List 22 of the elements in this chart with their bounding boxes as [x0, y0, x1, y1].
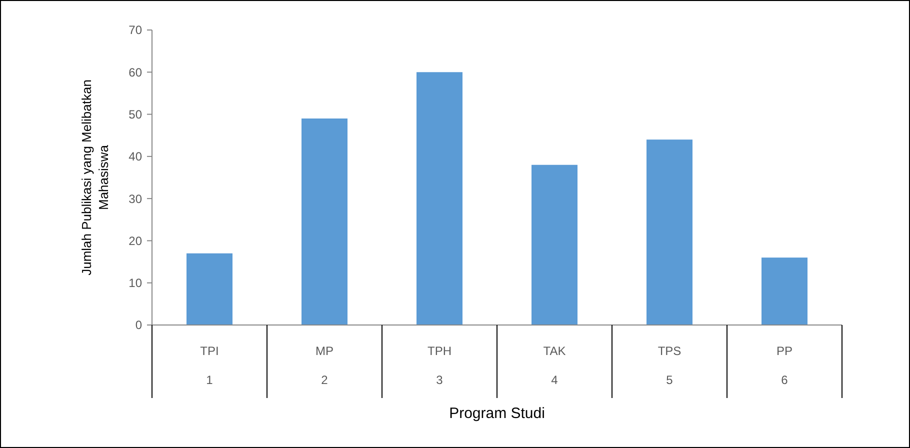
bar: [302, 118, 348, 325]
y-tick-label: 30: [128, 192, 142, 206]
bar: [762, 258, 808, 325]
y-tick-label: 50: [128, 107, 142, 122]
bar: [646, 140, 692, 325]
y-tick-label: 40: [128, 150, 142, 164]
x-axis-title: Program Studi: [449, 405, 545, 422]
y-tick-label: 70: [128, 23, 142, 38]
y-tick-label: 60: [128, 65, 142, 80]
y-axis-title: Jumlah Publikasi yang Melibatkan Mahasiswa: [79, 80, 111, 276]
y-tick-label: 20: [128, 234, 142, 248]
bar: [532, 164, 578, 325]
category-label: MP 2: [316, 344, 334, 387]
y-tick-label: 0: [135, 318, 142, 332]
bar: [416, 72, 462, 325]
category-label: PP 6: [776, 344, 793, 387]
category-label: TPS 5: [658, 344, 682, 387]
y-tick-label: 10: [128, 276, 142, 290]
category-label: TPI 1: [200, 344, 219, 387]
category-label: TAK 4: [543, 344, 566, 387]
category-label: TPH 3: [428, 344, 452, 387]
bar: [186, 253, 232, 325]
